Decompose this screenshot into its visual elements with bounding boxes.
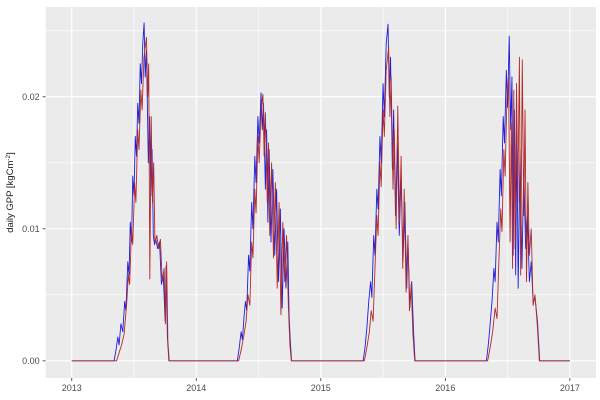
x-tick-label: 2017 — [560, 383, 580, 393]
x-tick-label: 2014 — [186, 383, 206, 393]
x-tick-label: 2016 — [435, 383, 455, 393]
y-tick-label: 0.00 — [22, 356, 40, 366]
major-gridlines — [45, 7, 596, 378]
y-axis-tick-labels: 0.00 0.01 0.02 — [22, 92, 40, 366]
y-axis-title-suffix: ] — [5, 152, 16, 155]
y-tick-label: 0.02 — [22, 92, 40, 102]
y-axis-title-superscript: -2 — [5, 154, 12, 160]
x-axis-tick-labels: 2013 2014 2015 2016 2017 — [62, 383, 580, 393]
x-tick-label: 2015 — [311, 383, 331, 393]
axis-tick-marks — [42, 96, 571, 381]
series-line-modelled-gpp-blue — [71, 22, 570, 362]
y-axis-title-prefix: daily GPP [kgCm — [5, 161, 16, 233]
x-tick-label: 2013 — [62, 383, 82, 393]
data-series-lines — [71, 22, 570, 362]
y-axis-title: daily GPP [kgCm-2] — [5, 152, 17, 233]
series-line-observed-gpp-red — [71, 36, 570, 362]
y-tick-label: 0.01 — [22, 224, 40, 234]
